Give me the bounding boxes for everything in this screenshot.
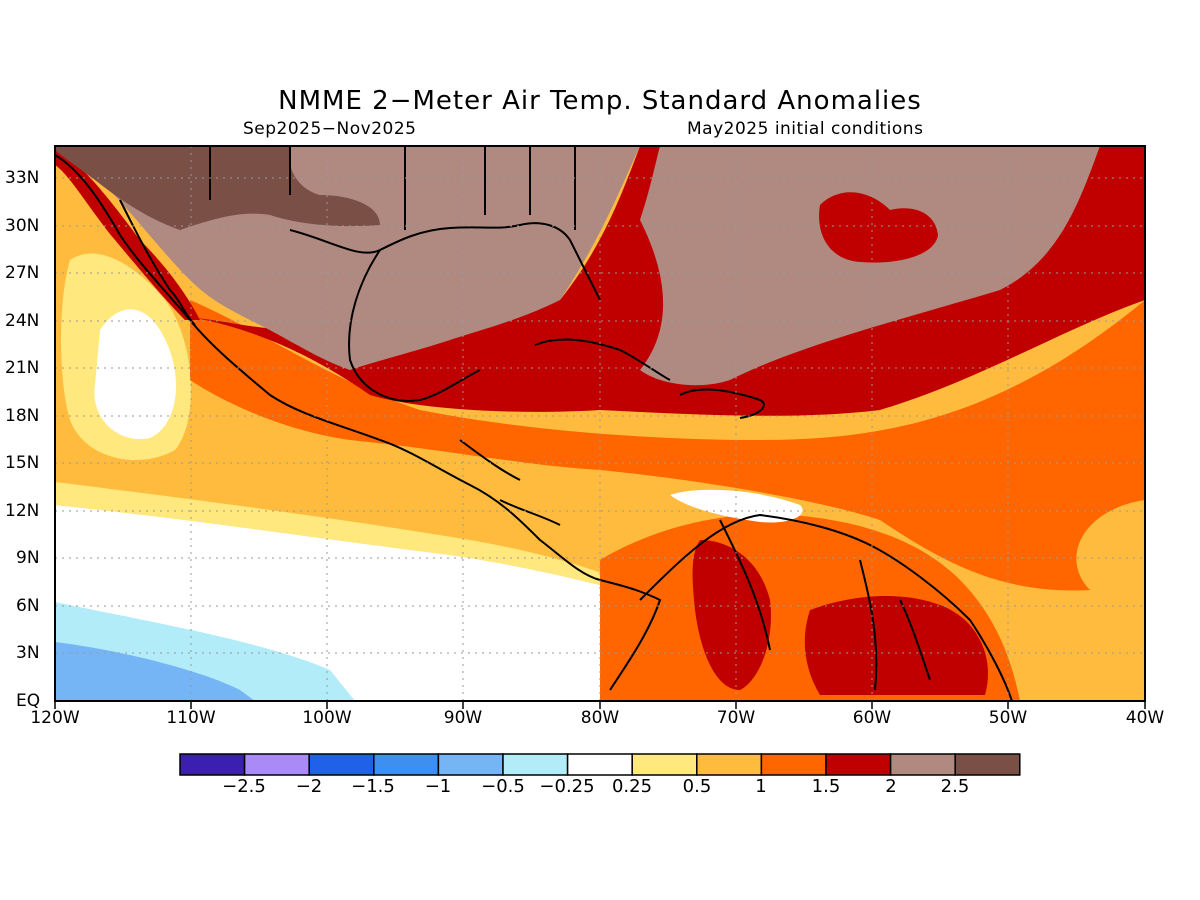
colorbar-label: −1 [424,776,452,797]
lat-label: 30N [5,216,40,236]
lat-label: 18N [5,406,40,426]
colorbar-swatch [243,753,310,776]
lat-label: 33N [5,168,40,188]
colorbar-label: 2 [885,776,897,797]
coastlines [55,146,1013,701]
colorbar-label: 0.5 [682,776,712,797]
colorbar-swatch [179,753,246,776]
colorbar [179,753,1021,776]
lat-label: EQ [16,691,41,711]
colorbar-swatch [566,753,633,776]
lon-label: 90W [443,708,483,728]
colorbar-swatch [889,753,956,776]
grid-lines [55,146,1145,701]
colorbar-swatch [437,753,504,776]
colorbar-swatch [696,753,763,776]
forecast-period: Sep2025−Nov2025 [243,119,417,139]
colorbar-label: 2.5 [940,776,970,797]
lon-label: 120W [30,708,80,728]
anomaly-field [55,146,1145,701]
axis-ticks [54,701,1146,709]
lon-label: 100W [302,708,352,728]
lat-label: 6N [16,596,40,616]
colorbar-swatch [373,753,440,776]
colorbar-swatch [631,753,698,776]
initial-conditions: May2025 initial conditions [687,119,924,139]
colorbar-swatch [825,753,892,776]
colorbar-label: 0.25 [611,776,653,797]
colorbar-swatch [308,753,375,776]
lat-label: 12N [5,501,40,521]
lon-label: 50W [988,708,1028,728]
lon-label: 40W [1125,708,1165,728]
lat-label: 3N [16,643,40,663]
colorbar-label: −0.25 [539,776,595,797]
colorbar-swatch [954,753,1021,776]
colorbar-label: −2 [295,776,323,797]
lat-label: 24N [5,311,40,331]
colorbar-swatch [760,753,827,776]
lat-label: 15N [5,453,40,473]
lon-label: 80W [580,708,620,728]
colorbar-swatch [502,753,569,776]
lon-label: 110W [166,708,216,728]
lat-label: 27N [5,263,40,283]
lon-label: 70W [716,708,756,728]
colorbar-label: −0.5 [481,776,525,797]
colorbar-label: 1.5 [811,776,841,797]
map-title: NMME 2−Meter Air Temp. Standard Anomalie… [278,86,922,116]
lat-label: 9N [16,548,40,568]
colorbar-label: −1.5 [351,776,395,797]
colorbar-label: −2.5 [222,776,266,797]
colorbar-label: 1 [755,776,767,797]
lon-label: 60W [852,708,892,728]
lat-label: 21N [5,358,40,378]
